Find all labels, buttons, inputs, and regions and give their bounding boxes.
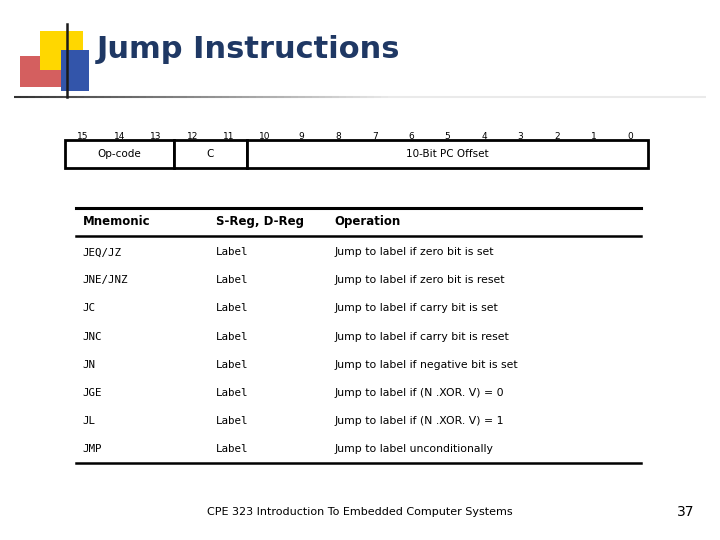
Text: C: C (207, 150, 214, 159)
Text: 10: 10 (259, 132, 271, 140)
Text: JN: JN (83, 360, 96, 369)
Text: Label: Label (216, 416, 248, 426)
FancyBboxPatch shape (61, 50, 89, 91)
Text: 11: 11 (223, 132, 235, 140)
Text: JMP: JMP (83, 444, 102, 454)
Text: Jump to label if (N .XOR. V) = 1: Jump to label if (N .XOR. V) = 1 (335, 416, 504, 426)
Text: Label: Label (216, 332, 248, 341)
FancyBboxPatch shape (65, 140, 174, 168)
Text: Mnemonic: Mnemonic (83, 215, 150, 228)
Text: Jump Instructions: Jump Instructions (97, 35, 401, 64)
Text: CPE 323 Introduction To Embedded Computer Systems: CPE 323 Introduction To Embedded Compute… (207, 507, 513, 517)
Text: Jump to label if carry bit is set: Jump to label if carry bit is set (335, 303, 498, 313)
Text: Label: Label (216, 303, 248, 313)
Text: 4: 4 (481, 132, 487, 140)
Text: 10-Bit PC Offset: 10-Bit PC Offset (406, 150, 489, 159)
Text: 3: 3 (518, 132, 523, 140)
FancyBboxPatch shape (20, 56, 62, 87)
Text: JNE/JNZ: JNE/JNZ (83, 275, 128, 285)
Text: 13: 13 (150, 132, 161, 140)
Text: Label: Label (216, 388, 248, 397)
Text: Label: Label (216, 360, 248, 369)
Text: 15: 15 (77, 132, 89, 140)
Text: Label: Label (216, 275, 248, 285)
Text: Jump to label if zero bit is reset: Jump to label if zero bit is reset (335, 275, 505, 285)
Text: Jump to label if (N .XOR. V) = 0: Jump to label if (N .XOR. V) = 0 (335, 388, 505, 397)
Text: 12: 12 (186, 132, 198, 140)
Text: 5: 5 (445, 132, 451, 140)
Text: JL: JL (83, 416, 96, 426)
Text: S-Reg, D-Reg: S-Reg, D-Reg (216, 215, 304, 228)
Text: 0: 0 (627, 132, 633, 140)
FancyBboxPatch shape (40, 31, 83, 70)
FancyBboxPatch shape (174, 140, 247, 168)
Text: 8: 8 (336, 132, 341, 140)
Text: 7: 7 (372, 132, 377, 140)
Text: Jump to label if zero bit is set: Jump to label if zero bit is set (335, 247, 495, 257)
FancyBboxPatch shape (247, 140, 648, 168)
Text: 37: 37 (678, 505, 695, 519)
Text: 14: 14 (114, 132, 125, 140)
Text: Label: Label (216, 247, 248, 257)
Text: JNC: JNC (83, 332, 102, 341)
Text: Jump to label if carry bit is reset: Jump to label if carry bit is reset (335, 332, 510, 341)
Text: JGE: JGE (83, 388, 102, 397)
Text: Op-code: Op-code (97, 150, 141, 159)
Text: 1: 1 (590, 132, 596, 140)
Text: JEQ/JZ: JEQ/JZ (83, 247, 122, 257)
Text: Operation: Operation (335, 215, 401, 228)
Text: JC: JC (83, 303, 96, 313)
Text: Jump to label if negative bit is set: Jump to label if negative bit is set (335, 360, 518, 369)
Text: 9: 9 (299, 132, 305, 140)
Text: 6: 6 (408, 132, 414, 140)
Text: 2: 2 (554, 132, 560, 140)
Text: Jump to label unconditionally: Jump to label unconditionally (335, 444, 494, 454)
Text: Label: Label (216, 444, 248, 454)
